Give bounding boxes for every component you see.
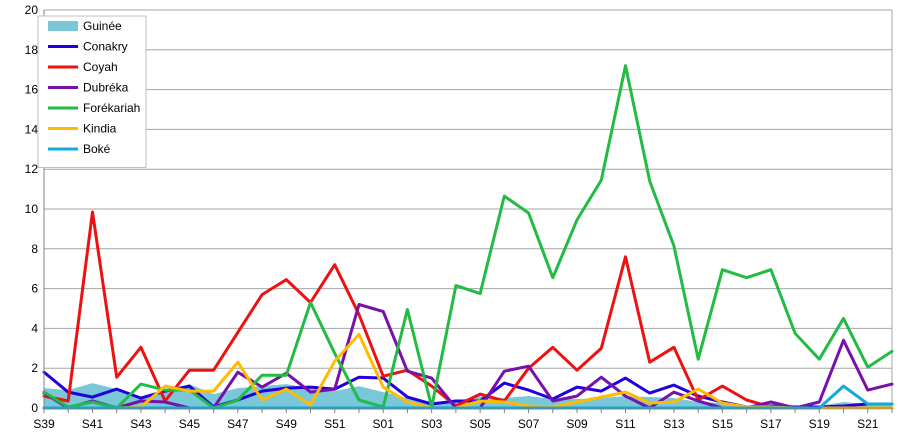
y-tick-label: 12 xyxy=(25,162,39,176)
x-tick-label: S05 xyxy=(469,417,491,431)
y-tick-label: 14 xyxy=(25,122,39,136)
x-tick-label: S11 xyxy=(615,417,636,431)
y-tick-label: 2 xyxy=(31,361,38,375)
y-tick-label: 8 xyxy=(31,242,38,256)
legend-label-guinee: Guinée xyxy=(83,19,122,33)
x-tick-label: S41 xyxy=(82,417,104,431)
y-tick-label: 10 xyxy=(25,202,39,216)
x-tick-label: S49 xyxy=(276,417,298,431)
axes: 0 2 4 6 8 10 12 14 16 18 20 S39 S41 S43 S45 S47 S49 S51 S0… xyxy=(25,3,893,431)
legend-label-coyah: Coyah xyxy=(83,60,118,74)
x-tick-label: S07 xyxy=(518,417,540,431)
legend-label-forekariah: Forékariah xyxy=(83,101,140,115)
y-tick-label: 18 xyxy=(25,43,39,57)
legend-label-dubreka: Dubréka xyxy=(83,81,129,95)
x-tick-label: S01 xyxy=(373,417,395,431)
legend-label-boke: Boké xyxy=(83,142,111,156)
line-series xyxy=(42,64,894,410)
grid-lines xyxy=(44,9,893,409)
legend-swatch-guinee xyxy=(48,21,78,31)
legend-label-conakry: Conakry xyxy=(83,40,128,54)
y-tick-label: 4 xyxy=(31,321,38,335)
x-tick-label: S47 xyxy=(227,417,249,431)
x-tick-label: S45 xyxy=(179,417,201,431)
legend: Guinée Conakry Coyah Dubréka Forékariah Kindi… xyxy=(37,15,147,168)
x-tick-label: S39 xyxy=(33,417,55,431)
y-tick-label: 6 xyxy=(31,282,38,296)
x-tick-label: S17 xyxy=(760,417,782,431)
y-tick-label: 20 xyxy=(25,3,39,17)
legend-label-kindia: Kindia xyxy=(83,122,117,136)
x-tick-label: S15 xyxy=(712,417,734,431)
x-tick-label: S51 xyxy=(324,417,346,431)
line-coyah xyxy=(42,210,894,410)
x-tick-label: S13 xyxy=(663,417,685,431)
y-tick-label: 0 xyxy=(31,401,38,415)
x-tick-label: S21 xyxy=(857,417,879,431)
line-forekariah xyxy=(42,64,894,410)
x-tick-label: S09 xyxy=(566,417,588,431)
x-tick-label: S19 xyxy=(809,417,831,431)
legend-box xyxy=(37,15,147,168)
y-tick-label: 16 xyxy=(25,83,39,97)
x-tick-label: S03 xyxy=(421,417,443,431)
x-tick-label: S43 xyxy=(130,417,152,431)
